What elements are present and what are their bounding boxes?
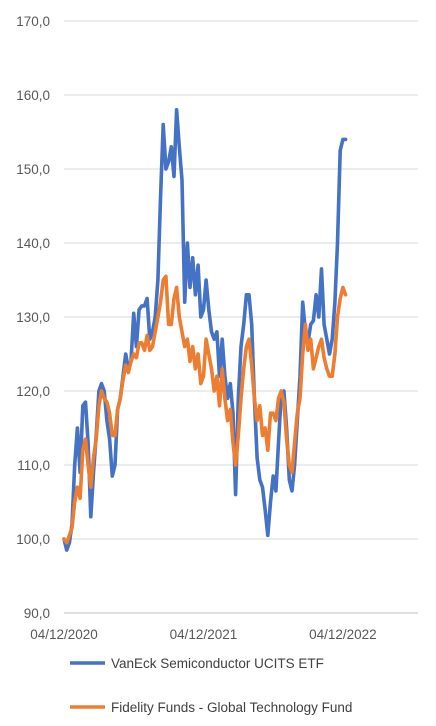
legend-label: Fidelity Funds - Global Technology Fund [111, 700, 352, 715]
y-tick-label: 170,0 [16, 14, 50, 29]
y-tick-label: 110,0 [17, 458, 50, 473]
series-line-2 [62, 274, 348, 545]
y-tick-label: 90,0 [24, 606, 50, 621]
y-tick-label: 100,0 [16, 532, 50, 547]
y-tick-label: 160,0 [16, 88, 50, 103]
gridlines [64, 20, 418, 614]
x-tick-label: 04/12/2022 [309, 627, 377, 642]
y-tick-label: 120,0 [16, 384, 50, 399]
y-tick-label: 130,0 [16, 310, 50, 325]
y-tick-label: 150,0 [16, 162, 50, 177]
x-tick-label: 04/12/2021 [170, 627, 238, 642]
x-tick-label: 04/12/2020 [30, 627, 98, 642]
legend-label: VanEck Semiconductor UCITS ETF [111, 656, 324, 671]
series-lines [62, 108, 348, 552]
y-axis-ticks: 90,0 100,0 110,0 120,0 130,0 140,0 150,0 160,0 1… [16, 14, 50, 621]
legend: VanEck Semiconductor UCITS ETF Fidelity F… [70, 656, 352, 715]
x-axis-ticks: 04/12/2020 04/12/2021 04/12/2022 [30, 627, 376, 642]
y-tick-label: 140,0 [16, 236, 50, 251]
